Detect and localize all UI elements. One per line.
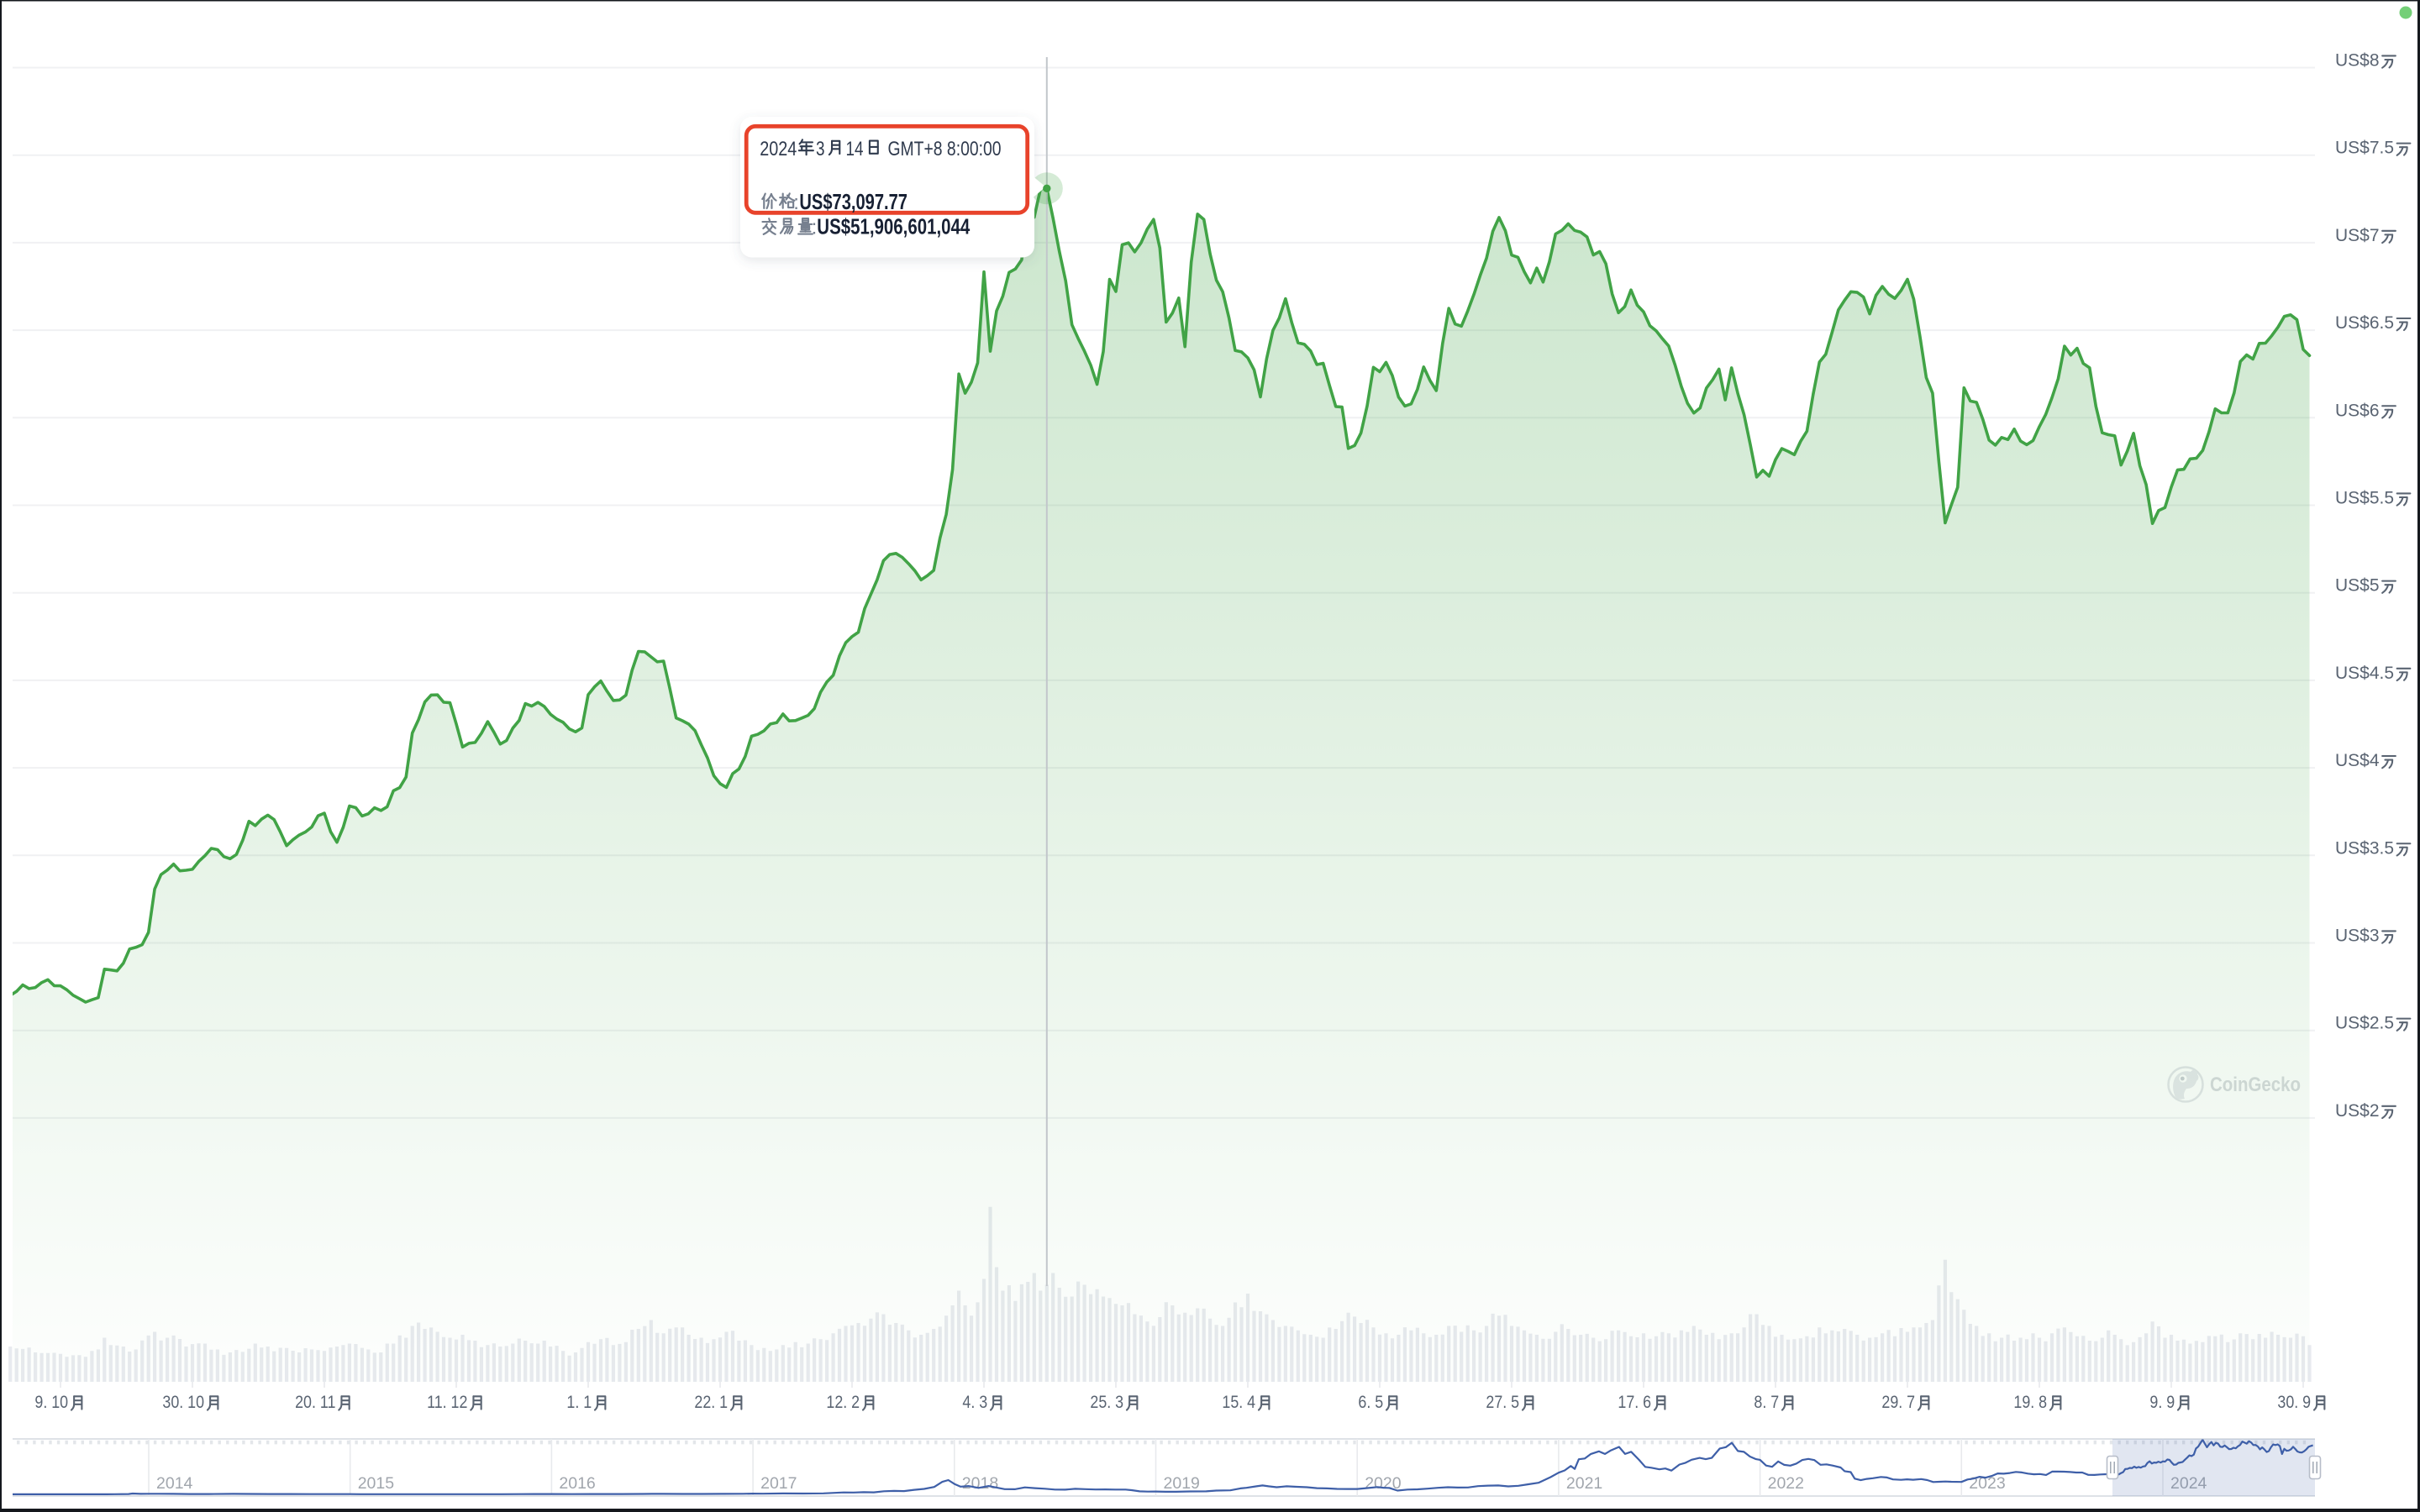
svg-text:19. 8: 19. 8 bbox=[2013, 1393, 2047, 1412]
svg-text:2024: 2024 bbox=[760, 138, 797, 160]
svg-text:3: 3 bbox=[816, 138, 825, 160]
svg-text:25. 3: 25. 3 bbox=[1090, 1393, 1123, 1412]
svg-text:2021: 2021 bbox=[1566, 1474, 1602, 1493]
svg-text:12. 2: 12. 2 bbox=[826, 1393, 860, 1412]
svg-text:6. 5: 6. 5 bbox=[1358, 1393, 1383, 1412]
svg-text:GMT+8 8:00:00: GMT+8 8:00:00 bbox=[888, 138, 1002, 160]
svg-text:US$5.5: US$5.5 bbox=[2335, 489, 2394, 508]
svg-text:9. 10: 9. 10 bbox=[34, 1393, 68, 1412]
svg-text:2016: 2016 bbox=[559, 1474, 595, 1493]
svg-text:US$2: US$2 bbox=[2335, 1101, 2380, 1121]
svg-text::: : bbox=[812, 217, 818, 239]
svg-text:US$6: US$6 bbox=[2335, 401, 2380, 420]
svg-text:US$2.5: US$2.5 bbox=[2335, 1014, 2394, 1033]
svg-text:30. 9: 30. 9 bbox=[2277, 1393, 2311, 1412]
svg-text:US$73,097.77: US$73,097.77 bbox=[799, 189, 908, 214]
svg-text:US$6.5: US$6.5 bbox=[2335, 313, 2394, 333]
svg-text:2023: 2023 bbox=[1969, 1474, 2005, 1493]
svg-text:US$5: US$5 bbox=[2335, 576, 2380, 596]
svg-text:4. 3: 4. 3 bbox=[962, 1393, 987, 1412]
svg-text::: : bbox=[793, 192, 799, 214]
svg-text:8. 7: 8. 7 bbox=[1754, 1393, 1779, 1412]
svg-text:US$3: US$3 bbox=[2335, 927, 2380, 946]
svg-text:2014: 2014 bbox=[156, 1474, 193, 1493]
svg-text:30. 10: 30. 10 bbox=[162, 1393, 204, 1412]
svg-text:2017: 2017 bbox=[760, 1474, 797, 1493]
svg-text:2022: 2022 bbox=[1768, 1474, 1804, 1493]
svg-text:22. 1: 22. 1 bbox=[694, 1393, 728, 1412]
svg-text:US$7: US$7 bbox=[2335, 226, 2380, 245]
svg-text:20. 11: 20. 11 bbox=[295, 1393, 335, 1412]
svg-text:US$7.5: US$7.5 bbox=[2335, 139, 2394, 158]
svg-text:US$4.5: US$4.5 bbox=[2335, 664, 2394, 683]
svg-text:2019: 2019 bbox=[1164, 1474, 1200, 1493]
svg-text:US$4: US$4 bbox=[2335, 751, 2380, 770]
svg-text:US$51,906,601,044: US$51,906,601,044 bbox=[817, 214, 970, 239]
svg-text:2024: 2024 bbox=[2170, 1474, 2207, 1493]
svg-text:11. 12: 11. 12 bbox=[427, 1393, 467, 1412]
svg-text:15. 4: 15. 4 bbox=[1222, 1393, 1255, 1412]
svg-text:27. 5: 27. 5 bbox=[1486, 1393, 1519, 1412]
svg-text:US$8: US$8 bbox=[2335, 51, 2380, 71]
svg-text:14: 14 bbox=[846, 138, 864, 160]
svg-text:17. 6: 17. 6 bbox=[1618, 1393, 1651, 1412]
svg-text:US$3.5: US$3.5 bbox=[2335, 838, 2394, 858]
svg-text:2018: 2018 bbox=[962, 1474, 998, 1493]
svg-text:1. 1: 1. 1 bbox=[566, 1393, 592, 1412]
svg-text:29. 7: 29. 7 bbox=[1881, 1393, 1915, 1412]
svg-text:9. 9: 9. 9 bbox=[2149, 1393, 2175, 1412]
svg-text:2015: 2015 bbox=[358, 1474, 395, 1493]
